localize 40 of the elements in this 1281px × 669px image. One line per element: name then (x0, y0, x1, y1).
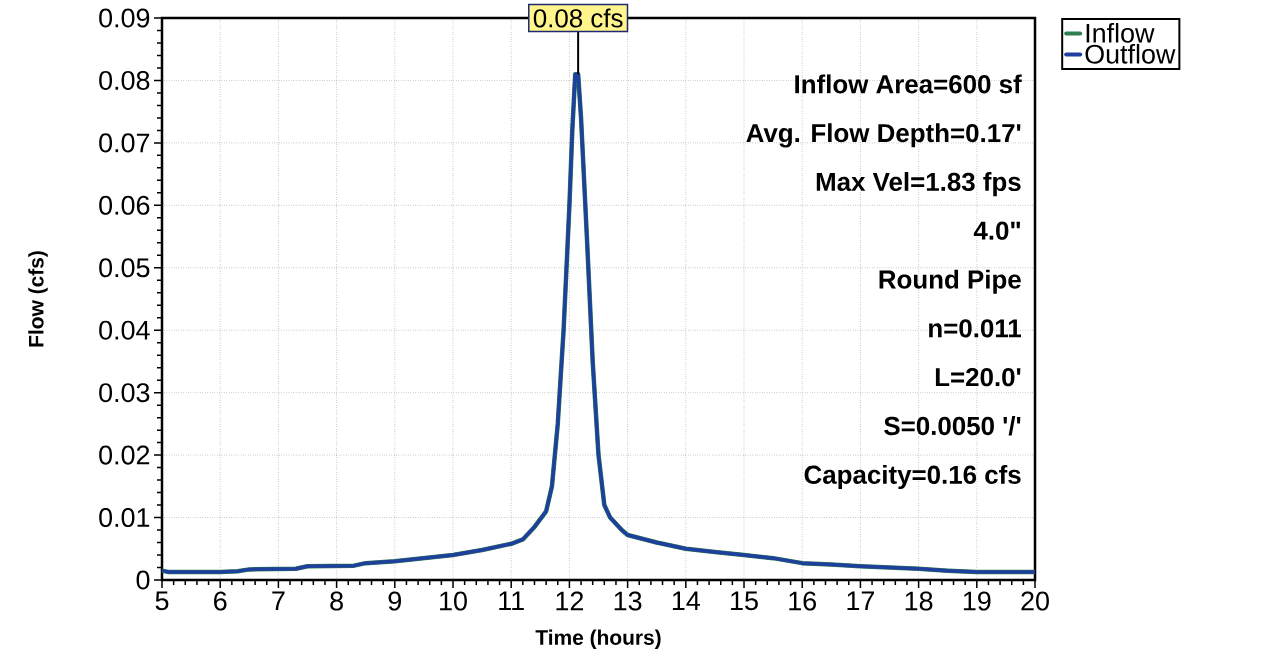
y-tick-label: 0.09 (99, 8, 150, 28)
x-tick-label: 9 (388, 591, 402, 611)
annotation: Capacity=0.16 cfs (804, 464, 1021, 490)
x-axis-title: Time (hours) (535, 629, 661, 650)
legend-label: Inflow (1086, 22, 1155, 43)
x-tick-label: 15 (731, 591, 758, 611)
x-tick-label: 17 (847, 591, 875, 611)
y-tick-label: 0.03 (99, 383, 150, 403)
annotation: n=0.011 (929, 319, 1021, 338)
x-tick-label: 14 (672, 591, 700, 611)
x-tick-label: 12 (556, 591, 584, 611)
y-tick-label: 0.02 (99, 445, 150, 465)
x-tick-label: 6 (214, 591, 227, 611)
annotation: Max Vel=1.83 fps (816, 172, 1021, 197)
y-axis-title: Flow (cfs) (28, 251, 48, 347)
annotation: Avg. Flow Depth=0.17' (746, 123, 1021, 148)
annotation: L=20.0' (935, 367, 1021, 387)
y-tick-label: 0.06 (99, 195, 150, 215)
y-tick-label: 0.05 (99, 258, 150, 278)
annotation: 4.0" (973, 221, 1021, 240)
annotation: Inflow Area=600 sf (795, 74, 1022, 94)
y-tick-label: 0.08 (99, 70, 150, 90)
annotation: 0.08 cfs (533, 8, 623, 28)
x-tick-label: 11 (499, 591, 524, 611)
x-tick-label: 13 (614, 591, 642, 611)
x-tick-label: 10 (440, 591, 467, 611)
x-tick-label: 18 (905, 591, 933, 611)
y-tick-label: 0.04 (99, 320, 150, 340)
annotation: Round Pipe (879, 269, 1021, 294)
y-tick-label: 0.07 (99, 133, 150, 153)
annotation: S=0.0050 '/' (884, 416, 1021, 436)
x-tick-label: 8 (330, 591, 343, 611)
x-tick-label: 19 (963, 591, 991, 611)
x-tick-label: 20 (1021, 591, 1049, 611)
x-tick-label: 16 (789, 591, 816, 611)
y-tick-label: 0.01 (99, 508, 150, 528)
x-tick-label: 5 (155, 591, 169, 611)
x-tick-label: 7 (272, 591, 285, 611)
legend-label: Outflow (1085, 43, 1176, 64)
y-tick-label: 0 (136, 570, 150, 590)
